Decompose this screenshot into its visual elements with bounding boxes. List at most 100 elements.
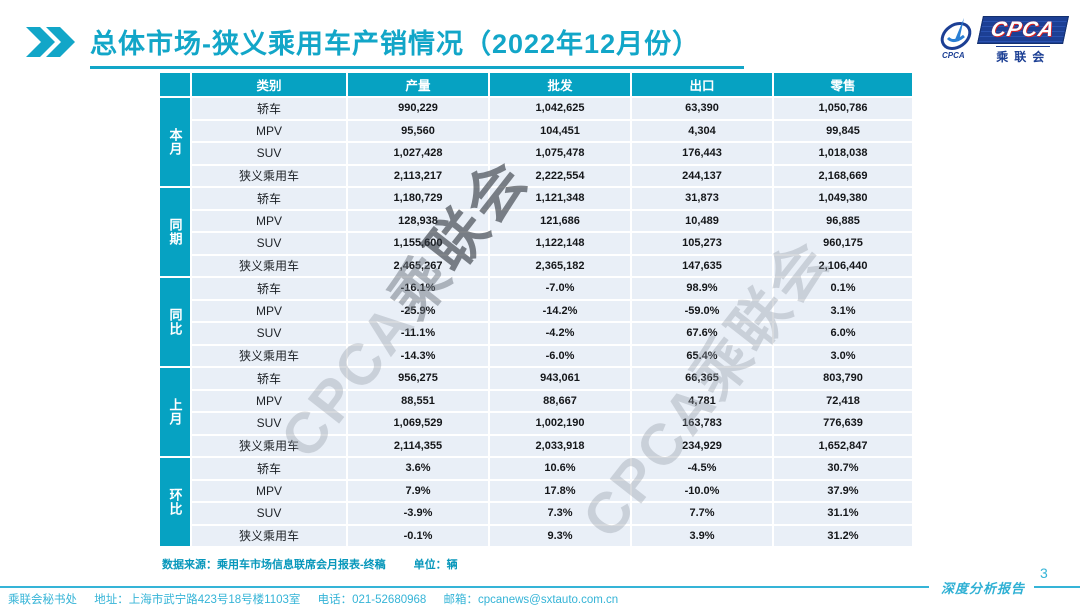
value-cell: 2,106,440 [774, 255, 912, 276]
category-cell: 狭义乘用车 [192, 165, 346, 186]
category-cell: SUV [192, 323, 346, 344]
logo-sub-brand: 乘联会 [996, 46, 1051, 65]
value-cell: 1,075,478 [490, 143, 630, 164]
value-cell: 3.1% [774, 300, 912, 321]
value-cell: 3.0% [774, 345, 912, 366]
value-cell: 72,418 [774, 390, 912, 411]
category-cell: 轿车 [192, 368, 346, 389]
column-header-4: 零售 [774, 73, 912, 96]
category-cell: 轿车 [192, 188, 346, 209]
value-cell: -14.2% [490, 300, 630, 321]
value-cell: -16.1% [348, 278, 488, 299]
value-cell: 31.1% [774, 503, 912, 524]
market-table: 类别 产量 批发 出口 零售 本月 轿车 990,229 1,042,625 63,390 1,05… [160, 73, 912, 546]
footer-divider-right [1034, 586, 1080, 588]
report-type-label: 深度分析报告 [934, 578, 1032, 597]
value-cell: 1,049,380 [774, 188, 912, 209]
value-cell: 6.0% [774, 323, 912, 344]
value-cell: -7.0% [490, 278, 630, 299]
category-cell: 轿车 [192, 98, 346, 119]
value-cell: 2,033,918 [490, 435, 630, 456]
value-cell: 67.6% [632, 323, 772, 344]
value-cell: 1,002,190 [490, 413, 630, 434]
value-cell: 63,390 [632, 98, 772, 119]
value-cell: -14.3% [348, 345, 488, 366]
value-cell: 2,222,554 [490, 165, 630, 186]
category-cell: SUV [192, 413, 346, 434]
value-cell: 163,783 [632, 413, 772, 434]
value-cell: 99,845 [774, 120, 912, 141]
page-title: 总体市场-狭义乘用车产销情况（2022年12月份） [90, 22, 745, 69]
category-cell: SUV [192, 503, 346, 524]
value-cell: 147,635 [632, 255, 772, 276]
value-cell: 1,042,625 [490, 98, 630, 119]
value-cell: -10.0% [632, 480, 772, 501]
value-cell: 1,180,729 [348, 188, 488, 209]
value-cell: 1,050,786 [774, 98, 912, 119]
value-cell: 234,929 [632, 435, 772, 456]
phone-text: 电话：021-52680968 [317, 594, 427, 606]
row-group-label: 环比 [160, 458, 190, 546]
value-cell: 104,451 [490, 120, 630, 141]
value-cell: 96,885 [774, 210, 912, 231]
value-cell: 3.6% [348, 458, 488, 479]
secretariat-text: 乘联会秘书处 [8, 594, 77, 606]
column-header-0: 类别 [192, 73, 346, 96]
value-cell: 1,018,038 [774, 143, 912, 164]
value-cell: 1,069,529 [348, 413, 488, 434]
value-cell: 95,560 [348, 120, 488, 141]
value-cell: 176,443 [632, 143, 772, 164]
category-cell: 轿车 [192, 278, 346, 299]
value-cell: 3.9% [632, 525, 772, 546]
value-cell: 7.9% [348, 480, 488, 501]
footer-contact: 乘联会秘书处 地址：上海市武宁路423号18号楼1103室 电话：021-526… [8, 591, 618, 607]
header-corner-cell [160, 73, 190, 96]
value-cell: 803,790 [774, 368, 912, 389]
logo-text-block: CPCA 乘联会 [977, 16, 1069, 65]
page-number: 3 [1040, 565, 1048, 581]
cpca-swoosh-icon: CPCA [941, 18, 972, 60]
category-cell: 狭义乘用车 [192, 345, 346, 366]
category-cell: SUV [192, 233, 346, 254]
email-text: 邮箱：cpcanews@sxtauto.com.cn [443, 594, 619, 606]
value-cell: 990,229 [348, 98, 488, 119]
value-cell: 7.7% [632, 503, 772, 524]
value-cell: 776,639 [774, 413, 912, 434]
category-cell: 狭义乘用车 [192, 255, 346, 276]
row-group-label: 上月 [160, 368, 190, 456]
cpca-logo: CPCA CPCA 乘联会 [934, 16, 1069, 65]
column-header-1: 产量 [348, 73, 488, 96]
category-cell: 狭义乘用车 [192, 525, 346, 546]
category-cell: 轿车 [192, 458, 346, 479]
value-cell: 2,465,267 [348, 255, 488, 276]
row-group-label: 同比 [160, 278, 190, 366]
value-cell: 2,168,669 [774, 165, 912, 186]
value-cell: 244,137 [632, 165, 772, 186]
value-cell: 960,175 [774, 233, 912, 254]
value-cell: 2,365,182 [490, 255, 630, 276]
value-cell: -4.5% [632, 458, 772, 479]
category-cell: 狭义乘用车 [192, 435, 346, 456]
value-cell: 4,781 [632, 390, 772, 411]
value-cell: 31.2% [774, 525, 912, 546]
value-cell: 10.6% [490, 458, 630, 479]
value-cell: 2,114,355 [348, 435, 488, 456]
unit-text: 单位：辆 [413, 559, 458, 571]
column-header-3: 出口 [632, 73, 772, 96]
source-note: 数据来源：乘用车市场信息联席会月报表-终稿 单位：辆 [162, 556, 458, 572]
value-cell: 31,873 [632, 188, 772, 209]
value-cell: 1,121,348 [490, 188, 630, 209]
value-cell: 128,938 [348, 210, 488, 231]
value-cell: 17.8% [490, 480, 630, 501]
value-cell: -4.2% [490, 323, 630, 344]
value-cell: -59.0% [632, 300, 772, 321]
value-cell: -6.0% [490, 345, 630, 366]
value-cell: 1,027,428 [348, 143, 488, 164]
category-cell: SUV [192, 143, 346, 164]
value-cell: 9.3% [490, 525, 630, 546]
footer-divider [0, 586, 929, 588]
category-cell: MPV [192, 390, 346, 411]
value-cell: 98.9% [632, 278, 772, 299]
value-cell: 2,113,217 [348, 165, 488, 186]
svg-text:CPCA: CPCA [942, 51, 965, 60]
